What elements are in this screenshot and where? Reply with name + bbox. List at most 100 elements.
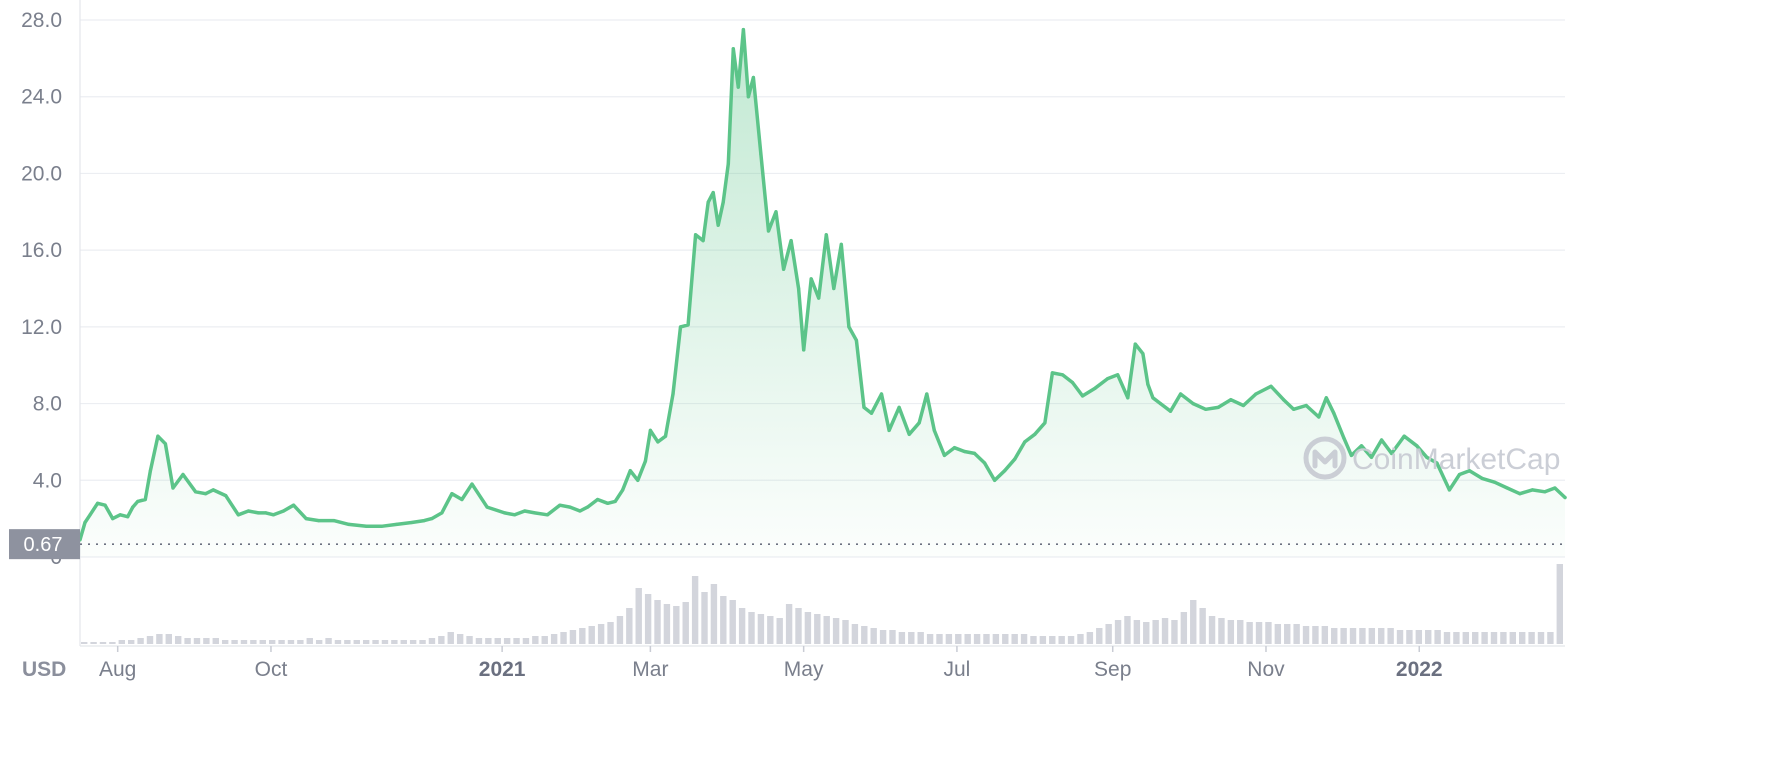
y-tick-label: 16.0 (21, 239, 62, 262)
price-point (824, 233, 828, 237)
volume-bar (1312, 626, 1319, 644)
price-point (1425, 455, 1429, 459)
price-point (111, 517, 115, 521)
volume-bar (757, 614, 765, 644)
volume-bar (456, 634, 464, 644)
volume-bar (250, 640, 257, 644)
volume-bar (287, 640, 295, 644)
volume-bar (325, 638, 332, 644)
volume-bar (522, 638, 530, 644)
volume-bar (1143, 622, 1150, 644)
price-point (1043, 421, 1047, 425)
price-point (364, 524, 368, 528)
volume-bar (1547, 632, 1554, 644)
price-point (643, 459, 648, 463)
price-point (1415, 444, 1419, 448)
x-tick-label: 2021 (479, 658, 526, 681)
price-point (711, 191, 715, 195)
volume-bar (908, 632, 915, 644)
price-point (671, 392, 675, 396)
price-point (1254, 392, 1258, 396)
price-point (1530, 488, 1534, 492)
volume-bar (795, 608, 802, 644)
price-point (181, 472, 185, 477)
price-point (1390, 451, 1394, 455)
volume-bar (1096, 628, 1103, 644)
y-tick-label: 4.0 (33, 469, 62, 492)
volume-bar (81, 642, 88, 644)
volume-bar (1077, 634, 1084, 644)
y-tick-label: 12.0 (21, 316, 62, 339)
volume-bar (738, 608, 746, 644)
volume-bar (184, 638, 191, 644)
volume-bar (315, 640, 323, 644)
watermark-text: CoinMarketCap (1352, 443, 1560, 476)
volume-bar (1199, 608, 1206, 644)
volume-bar (823, 616, 830, 644)
price-point (1505, 486, 1509, 490)
price-point (706, 200, 710, 204)
price-point (485, 505, 489, 509)
volume-bar (203, 638, 210, 644)
volume-bar (1227, 620, 1235, 644)
price-point (817, 296, 821, 300)
volume-bar (1340, 628, 1347, 644)
price-point (1146, 382, 1150, 386)
volume-bar (654, 600, 661, 644)
price-point (292, 503, 296, 507)
volume-bar (710, 584, 718, 644)
volume-bar (1265, 622, 1272, 644)
price-point (304, 517, 308, 521)
price-point (96, 501, 100, 505)
price-point (1342, 436, 1346, 440)
volume-bar (1443, 632, 1451, 644)
price-point (163, 442, 167, 446)
price-point (839, 242, 843, 246)
price-point (663, 434, 668, 438)
volume-bar (1011, 634, 1018, 644)
volume-bar (372, 640, 379, 644)
price-point (1269, 384, 1273, 388)
volume-bar (560, 632, 567, 644)
price-point (854, 338, 859, 342)
volume-bar (381, 640, 389, 644)
price-point (636, 478, 640, 482)
volume-bar (1171, 620, 1178, 644)
volume-bar (1321, 626, 1329, 644)
volume-bar (90, 642, 97, 644)
x-tick-label: 2022 (1396, 658, 1443, 681)
price-point (118, 513, 122, 517)
volume-bar (1434, 630, 1441, 644)
price-point (746, 95, 751, 99)
volume-bar (221, 640, 229, 644)
price-point (1493, 480, 1497, 484)
price-point (1158, 402, 1163, 406)
y-axis-ticks: 28.024.020.016.012.08.04.00 (21, 9, 62, 569)
price-point (1060, 373, 1065, 377)
volume-bar (1020, 634, 1028, 644)
price-point (917, 421, 921, 425)
volume-bar (1425, 630, 1432, 644)
volume-bar (259, 640, 266, 644)
price-point (1229, 398, 1233, 402)
volume-bar (588, 626, 595, 644)
volume-bar (240, 640, 248, 644)
price-point (578, 509, 582, 513)
volume-bar (1086, 632, 1094, 644)
volume-bar (616, 616, 624, 644)
price-point (450, 492, 454, 496)
volume-bar (1462, 632, 1470, 644)
volume-bar (973, 634, 981, 644)
volume-bar (748, 612, 755, 644)
volume-bar (127, 640, 135, 644)
volume-bars (81, 564, 1563, 644)
volume-bar (776, 618, 783, 644)
volume-bar (165, 634, 172, 644)
y-tick-label: 8.0 (33, 393, 62, 416)
volume-bar (1124, 616, 1131, 644)
volume-bar (626, 608, 633, 644)
price-point (156, 434, 160, 438)
volume-bar (673, 606, 680, 644)
price-point (887, 428, 891, 432)
price-point (759, 152, 763, 156)
